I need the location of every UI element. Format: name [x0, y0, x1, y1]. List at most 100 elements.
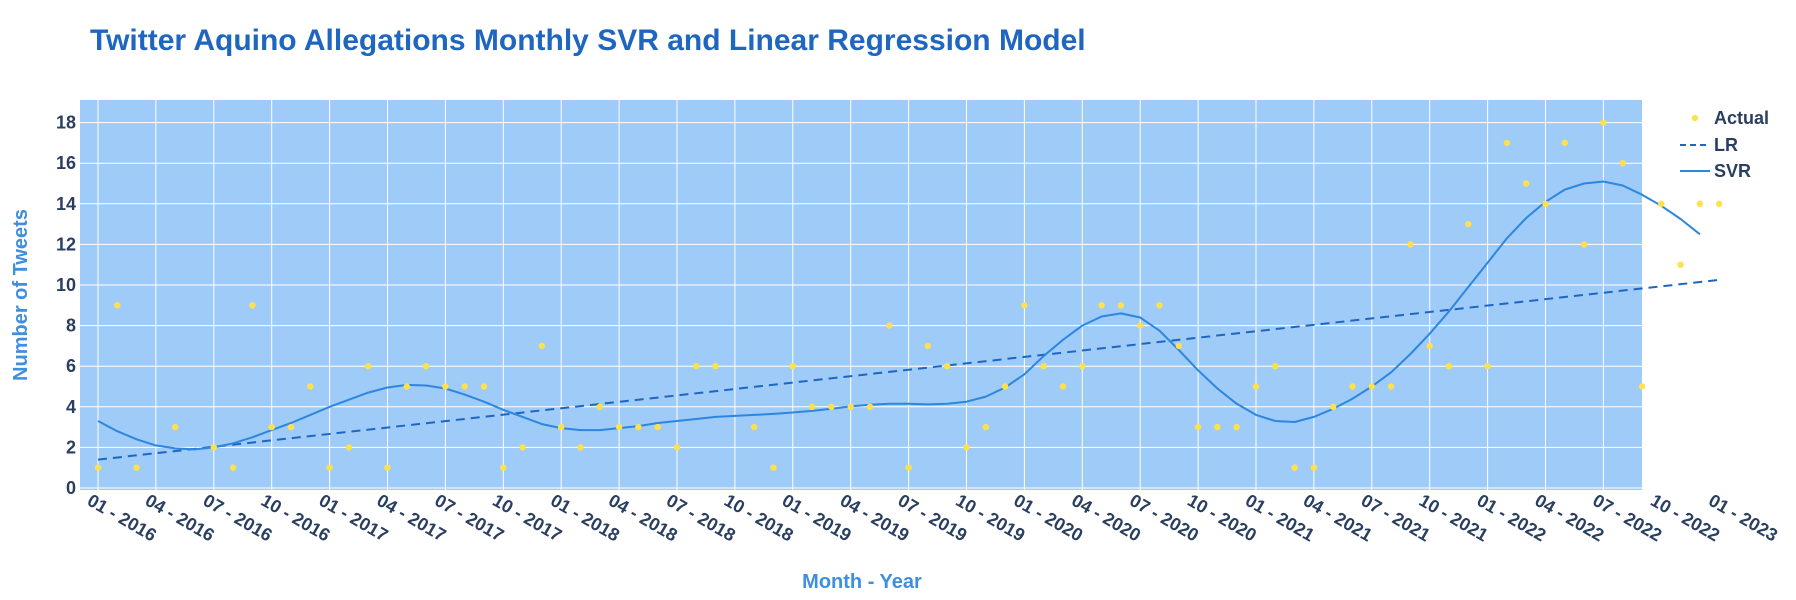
actual-point	[403, 383, 410, 390]
y-tick-label: 6	[66, 356, 76, 376]
actual-point	[1175, 342, 1183, 350]
actual-point	[577, 444, 584, 451]
actual-point	[1233, 423, 1240, 431]
actual-point	[442, 383, 449, 390]
actual-point	[712, 363, 719, 370]
actual-point	[114, 302, 121, 309]
actual-point	[1716, 200, 1723, 207]
actual-point	[268, 423, 275, 431]
actual-point	[345, 444, 353, 451]
y-axis-title: Number of Tweets	[10, 209, 32, 381]
actual-point	[422, 363, 430, 370]
svr-line	[97, 180, 1701, 451]
actual-point	[808, 403, 816, 410]
actual-point	[1658, 200, 1665, 207]
actual-point	[1387, 383, 1395, 390]
actual-point	[1272, 363, 1279, 370]
actual-point	[1503, 139, 1511, 147]
legend-label[interactable]: Actual	[1714, 108, 1769, 128]
actual-point	[1137, 322, 1144, 329]
actual-point	[1600, 119, 1607, 126]
y-tick-label: 16	[56, 153, 76, 173]
y-tick-label: 2	[66, 437, 76, 457]
lr-line	[97, 278, 1720, 461]
y-tick-label: 0	[66, 478, 76, 498]
chart-title: Twitter Aquino Allegations Monthly SVR a…	[90, 24, 1086, 57]
actual-point	[365, 363, 372, 370]
actual-point	[654, 423, 661, 431]
actual-point	[1021, 302, 1028, 309]
y-axis-ticks: 0 2 4 6 8 10 12 14 16 18	[56, 113, 76, 498]
actual-point	[1079, 363, 1086, 370]
actual-point	[461, 383, 468, 390]
actual-point	[770, 464, 777, 471]
actual-point	[384, 464, 391, 471]
actual-point	[693, 363, 700, 370]
actual-point	[1059, 383, 1067, 390]
actual-point	[924, 342, 932, 350]
actual-point	[1580, 241, 1588, 248]
actual-point	[1291, 464, 1298, 471]
actual-point	[519, 444, 526, 451]
actual-point	[558, 423, 565, 431]
y-tick-label: 14	[56, 194, 76, 214]
actual-point	[1156, 302, 1163, 309]
svr-series	[97, 180, 1701, 451]
actual-point	[596, 403, 603, 410]
actual-point	[944, 363, 951, 370]
actual-point	[94, 464, 102, 471]
actual-point	[866, 403, 874, 410]
y-tick-label: 8	[66, 316, 76, 336]
actual-point	[982, 423, 989, 431]
actual-point	[133, 464, 140, 471]
actual-point	[1098, 302, 1105, 309]
actual-point	[210, 444, 217, 451]
actual-point	[1696, 200, 1704, 207]
y-tick-label: 12	[56, 234, 76, 254]
legend-label[interactable]: SVR	[1714, 161, 1751, 181]
actual-point	[963, 444, 970, 451]
actual-point	[1368, 383, 1376, 390]
actual-point	[287, 423, 295, 431]
actual-point	[1426, 342, 1433, 350]
legend-label[interactable]: LR	[1714, 135, 1738, 155]
actual-point	[1194, 423, 1202, 431]
actual-point	[1252, 383, 1260, 390]
actual-point	[1349, 383, 1356, 390]
y-tick-label: 10	[56, 275, 76, 295]
actual-point	[229, 464, 237, 471]
lr-series	[97, 278, 1720, 461]
actual-point	[635, 423, 642, 431]
actual-point	[886, 322, 893, 329]
actual-point	[1465, 220, 1472, 228]
actual-point	[615, 423, 623, 431]
actual-point	[1484, 363, 1491, 370]
legend: Actual LR SVR	[1680, 108, 1769, 181]
actual-point	[1214, 423, 1221, 431]
actual-point	[1542, 200, 1549, 207]
actual-point	[326, 464, 333, 471]
actual-point	[1445, 363, 1453, 370]
actual-point	[1523, 180, 1530, 187]
actual-point	[1638, 383, 1646, 390]
plot-area	[80, 100, 1642, 490]
actual-point	[538, 342, 546, 350]
actual-point	[828, 403, 835, 410]
actual-point	[1619, 160, 1626, 167]
y-tick-label: 18	[56, 113, 76, 133]
actual-point	[751, 423, 758, 431]
actual-series	[94, 119, 1723, 471]
actual-point	[1407, 241, 1414, 248]
actual-point	[500, 464, 507, 471]
actual-point	[1561, 139, 1569, 147]
actual-point	[1330, 403, 1337, 410]
actual-point	[905, 464, 912, 471]
actual-point	[789, 363, 796, 370]
actual-point	[1001, 383, 1009, 390]
actual-point	[307, 383, 314, 390]
actual-point	[1677, 261, 1684, 268]
actual-point	[172, 423, 179, 431]
actual-point	[673, 444, 681, 451]
